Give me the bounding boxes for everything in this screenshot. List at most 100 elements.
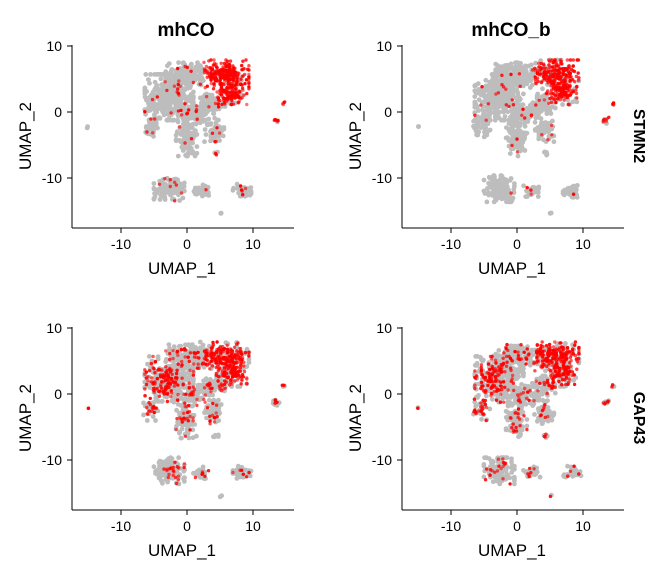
cell-point	[535, 91, 541, 97]
cell-point-expressed	[215, 69, 219, 73]
cell-point	[488, 88, 494, 93]
cell-point	[84, 125, 90, 131]
cell-point-expressed	[171, 473, 175, 478]
cell-point-expressed	[240, 95, 244, 100]
cell-point-expressed	[511, 103, 516, 107]
cell-point	[507, 151, 513, 157]
cell-point	[166, 342, 172, 347]
cell-point	[485, 98, 490, 103]
cell-point	[178, 435, 184, 441]
cell-point	[168, 96, 174, 101]
cell-point	[485, 186, 490, 191]
cell-point-expressed	[175, 368, 179, 372]
cell-point-expressed	[556, 64, 561, 69]
cell-point-expressed	[151, 354, 155, 359]
cell-point	[529, 101, 535, 107]
points-mhco-b-gap43	[415, 340, 617, 499]
cell-point	[151, 181, 157, 186]
cell-point	[175, 113, 181, 119]
cell-point-expressed	[550, 133, 554, 137]
cell-point-expressed	[537, 65, 541, 69]
cell-point-expressed	[154, 406, 159, 410]
cell-point-expressed	[182, 411, 186, 415]
cell-point	[476, 87, 482, 92]
cell-point-expressed	[509, 191, 513, 195]
cell-point-expressed	[220, 347, 225, 352]
cell-point-expressed	[187, 381, 192, 385]
cell-point-expressed	[486, 102, 491, 106]
x-axis-title: UMAP_1	[478, 259, 546, 278]
y-tick-label: 10	[46, 320, 62, 336]
cell-point-expressed	[243, 81, 247, 86]
cell-point-expressed	[239, 352, 244, 356]
cell-point	[550, 118, 555, 124]
cell-point-expressed	[180, 376, 184, 380]
cell-point-expressed	[560, 62, 564, 66]
cell-point-expressed	[235, 93, 240, 98]
cell-point	[168, 186, 173, 192]
cell-point-expressed	[172, 384, 177, 388]
cell-point-expressed	[182, 416, 186, 420]
cell-point	[202, 109, 208, 115]
cell-point	[247, 473, 253, 479]
cell-point	[497, 65, 502, 71]
cell-point-expressed	[237, 373, 241, 377]
cell-point-expressed	[191, 416, 195, 420]
cell-point	[154, 397, 160, 403]
cell-point-expressed	[236, 353, 240, 358]
cell-point	[153, 119, 158, 125]
cell-point-expressed	[216, 374, 220, 379]
cell-point	[178, 181, 183, 187]
cell-point-expressed	[178, 84, 182, 89]
cell-point-expressed	[571, 64, 575, 68]
cell-point	[516, 60, 522, 66]
cell-point-expressed	[233, 379, 237, 383]
cell-point	[533, 108, 539, 114]
cell-point-expressed	[559, 95, 564, 99]
cell-point	[524, 417, 530, 422]
cell-point	[163, 83, 169, 89]
cell-point-expressed	[148, 396, 152, 401]
panel-mhco-b-stmn2: mhCO_b 10 0 -10 UMAP_2 -10 0 10 UMAP	[346, 20, 647, 278]
cell-point-expressed	[182, 465, 186, 470]
cell-point	[487, 127, 493, 133]
cell-point	[176, 421, 181, 427]
cell-point	[182, 188, 187, 194]
cell-point-expressed	[176, 87, 180, 91]
cell-point	[492, 86, 498, 92]
cell-point-expressed	[177, 93, 181, 97]
cell-point	[524, 64, 530, 69]
cell-point-expressed	[242, 369, 247, 374]
cell-point	[219, 378, 225, 383]
cell-point	[521, 91, 526, 97]
cell-point	[513, 122, 518, 128]
cell-point-expressed	[197, 366, 201, 370]
cell-point-expressed	[205, 358, 209, 362]
x-tick-label: 10	[575, 236, 591, 252]
cell-point	[182, 479, 187, 484]
cell-point-expressed	[247, 81, 251, 85]
cell-point	[202, 127, 208, 132]
cell-point	[163, 359, 169, 365]
cell-point	[536, 133, 542, 139]
cell-point-expressed	[216, 95, 220, 99]
cell-point	[187, 74, 193, 80]
cell-point	[195, 60, 200, 65]
cell-point-expressed	[231, 90, 235, 94]
cell-point-expressed	[210, 413, 215, 417]
cell-point	[472, 110, 478, 116]
cell-point-expressed	[504, 87, 508, 91]
x-axis-title: UMAP_1	[148, 259, 216, 278]
cell-point	[566, 185, 571, 191]
cell-point	[161, 101, 167, 107]
cell-point	[165, 63, 170, 69]
cell-point	[548, 210, 554, 216]
cell-point	[531, 384, 537, 390]
cell-point	[501, 176, 507, 182]
cell-point	[212, 434, 217, 440]
cell-point-expressed	[571, 58, 575, 62]
cell-point	[159, 191, 165, 197]
cell-point	[540, 397, 546, 403]
cell-point-expressed	[228, 66, 232, 70]
